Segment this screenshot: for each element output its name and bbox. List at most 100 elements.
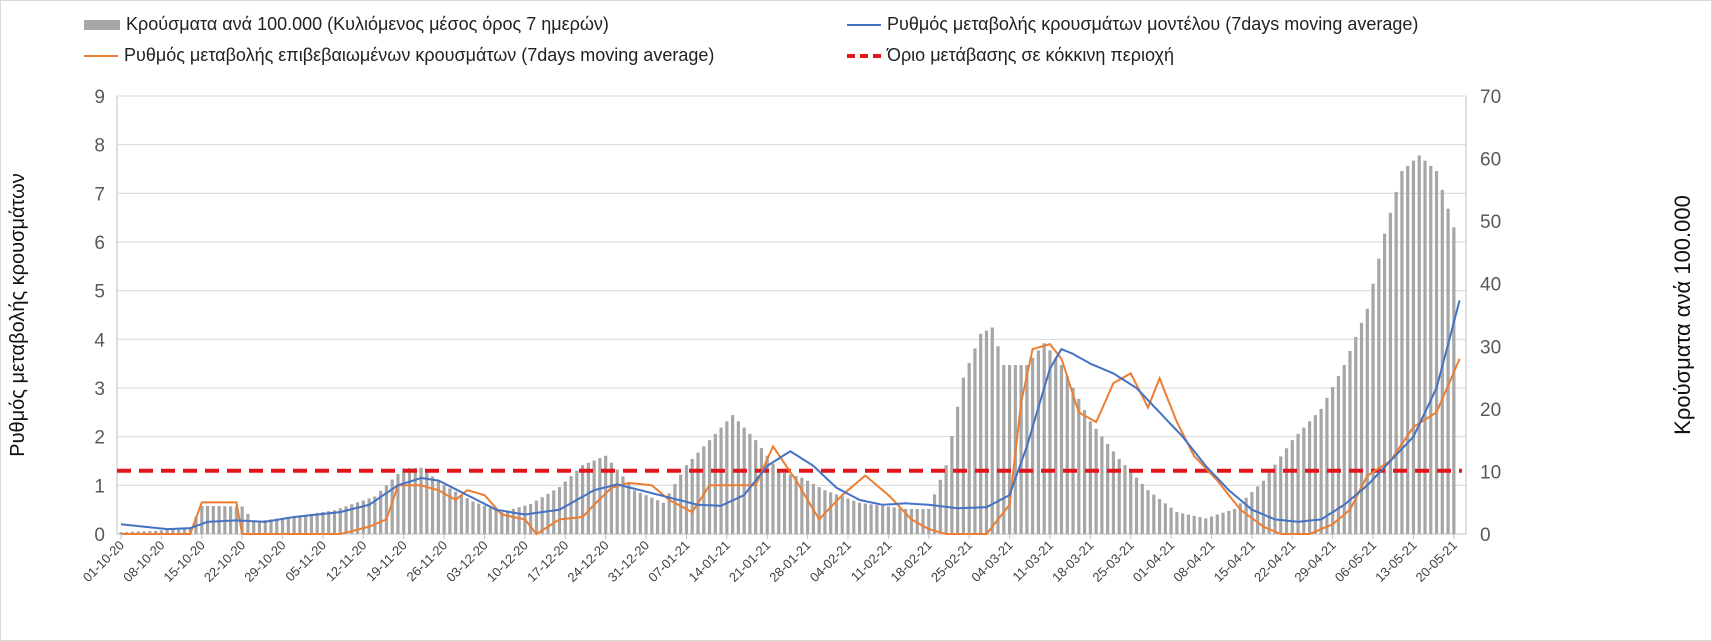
bar (996, 346, 1000, 534)
bar (632, 490, 637, 534)
bar (944, 465, 948, 534)
bar (390, 479, 394, 534)
x-tick-label: 31-12-20 (605, 538, 652, 585)
bar (327, 511, 331, 534)
x-tick-label: 17-12-20 (524, 538, 571, 585)
bar (840, 496, 844, 534)
x-tick-label: 14-01-21 (686, 538, 733, 585)
bar (494, 509, 498, 534)
bar (511, 508, 515, 534)
bar (263, 520, 267, 534)
bar (534, 500, 539, 534)
legend-item-model: Ρυθμός μεταβολής κρουσμάτων μοντέλου (7d… (847, 14, 1418, 35)
x-tick-label: 29-10-20 (241, 538, 288, 585)
bar (1394, 191, 1398, 534)
bar (950, 435, 954, 534)
bar (130, 531, 135, 534)
bar (702, 446, 706, 534)
bar (667, 493, 671, 534)
bar (419, 467, 423, 534)
bar (725, 421, 729, 534)
bar (748, 433, 752, 534)
x-tick-label: 13-05-21 (1372, 538, 1419, 585)
bar (979, 333, 983, 534)
bar (148, 531, 152, 534)
bar (1198, 517, 1202, 534)
bar (586, 462, 590, 534)
bar (1434, 171, 1439, 535)
x-tick-label: 06-05-21 (1332, 538, 1379, 585)
bar (540, 497, 544, 534)
bar (142, 531, 146, 534)
bar (1065, 376, 1069, 534)
bar (1192, 515, 1196, 534)
bar (500, 512, 504, 534)
bar (1169, 507, 1173, 534)
bar (430, 476, 435, 534)
bar (1140, 483, 1144, 534)
bar (1094, 428, 1098, 534)
x-tick-label: 24-12-20 (564, 538, 611, 585)
y-left-tick-label: 6 (94, 233, 105, 254)
bar (1048, 350, 1052, 534)
bar (1440, 189, 1444, 534)
bar (661, 502, 665, 534)
bar (1215, 514, 1219, 534)
y-right-tick-label: 10 (1480, 462, 1501, 483)
bar (182, 528, 187, 534)
bar (350, 504, 354, 534)
bar (252, 521, 256, 534)
legend-swatch-threshold (847, 53, 881, 58)
bar (1019, 365, 1023, 534)
bar (1325, 397, 1329, 534)
bar (754, 440, 758, 534)
bar (1244, 497, 1248, 534)
legend-item-bars: Κρούσματα ανά 100.000 (Κυλιόμενος μέσος … (84, 14, 609, 35)
bar (454, 491, 458, 534)
bar (1175, 512, 1179, 534)
bar (165, 529, 169, 534)
bar (765, 455, 769, 534)
bar (759, 447, 764, 534)
bar (719, 427, 723, 534)
bar (1111, 451, 1116, 534)
bar (1054, 357, 1058, 534)
y-right-tick-label: 30 (1480, 337, 1501, 358)
bar (961, 377, 966, 534)
bar (881, 505, 885, 534)
bar (552, 490, 556, 534)
bar (1100, 436, 1104, 534)
bar (1238, 503, 1242, 534)
bar (367, 498, 371, 534)
bar (1331, 386, 1335, 534)
bar (1342, 365, 1346, 534)
x-tick-label: 11-03-21 (1009, 538, 1056, 585)
bar (984, 330, 989, 534)
bar (1354, 336, 1358, 534)
bar (967, 362, 971, 534)
bar (800, 477, 804, 534)
model-series-line (120, 300, 1461, 531)
bar (1423, 160, 1427, 534)
x-tick-label: 15-04-21 (1211, 538, 1258, 585)
bar (425, 472, 429, 534)
x-tick-label: 28-01-21 (766, 538, 813, 585)
bar (857, 502, 862, 534)
bar (529, 503, 533, 534)
x-tick-label: 01-04-21 (1130, 538, 1177, 585)
bar (355, 502, 360, 534)
x-tick-label: 21-01-21 (726, 538, 773, 585)
y-left-tick-label: 4 (94, 330, 105, 351)
bar (1365, 308, 1369, 534)
bar (1146, 490, 1150, 534)
bar (990, 327, 994, 534)
x-tick-label: 08-10-20 (120, 538, 167, 585)
legend-label-bars: Κρούσματα ανά 100.000 (Κυλιόμενος μέσος … (126, 14, 609, 34)
bar (332, 510, 337, 534)
bar (869, 504, 873, 534)
bar (338, 508, 342, 534)
bar (927, 508, 931, 534)
bar (569, 476, 573, 534)
bar (615, 469, 619, 534)
